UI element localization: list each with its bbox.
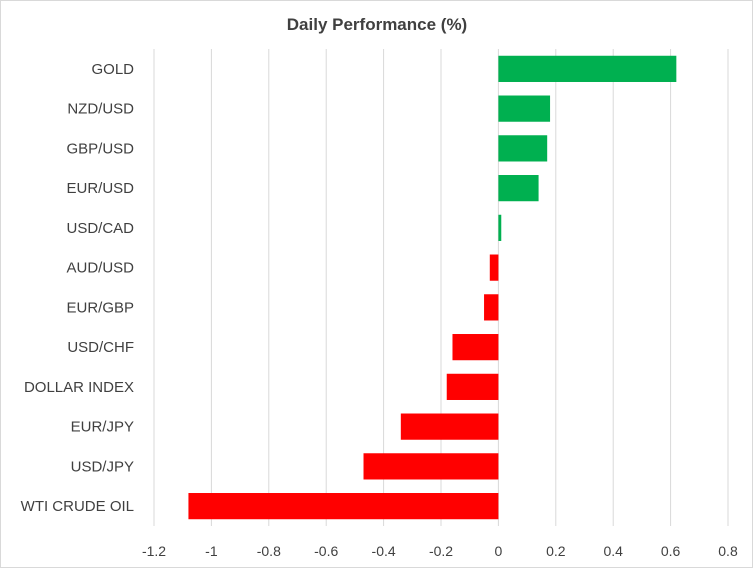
category-label: WTI CRUDE OIL xyxy=(21,498,134,515)
category-label: EUR/GBP xyxy=(66,299,134,316)
chart-title: Daily Performance (%) xyxy=(287,15,467,34)
x-tick-label: 0.4 xyxy=(603,543,623,559)
x-axis-tick-labels: -1.2 -1 -0.8 -0.6 -0.4 -0.2 0 0.2 0.4 0.6 0.8 xyxy=(142,543,738,559)
gridlines xyxy=(153,49,729,526)
x-tick-label: 0 xyxy=(495,543,503,559)
category-label: AUD/USD xyxy=(66,260,134,277)
x-tick-label: 0.2 xyxy=(546,543,566,559)
bar xyxy=(498,214,502,241)
category-label: GOLD xyxy=(91,61,134,78)
category-label: DOLLAR INDEX xyxy=(24,379,134,396)
bar xyxy=(498,135,548,162)
x-tick-label: -0.8 xyxy=(257,543,281,559)
bar xyxy=(188,493,499,520)
bar xyxy=(498,55,677,82)
category-label: EUR/JPY xyxy=(71,419,134,436)
bar xyxy=(498,95,551,122)
bar xyxy=(489,254,499,281)
x-tick-label: 0.6 xyxy=(661,543,681,559)
x-tick-label: -0.2 xyxy=(429,543,453,559)
category-labels: GOLD NZD/USD GBP/USD EUR/USD USD/CAD AUD/USD E… xyxy=(21,61,135,515)
category-label: USD/CAD xyxy=(66,220,134,237)
bar xyxy=(400,413,499,440)
category-label: USD/CHF xyxy=(67,339,134,356)
bar xyxy=(452,334,499,361)
bar xyxy=(446,373,499,400)
category-label: EUR/USD xyxy=(66,180,134,197)
x-tick-label: 0.8 xyxy=(718,543,738,559)
category-label: USD/JPY xyxy=(71,458,134,475)
x-tick-label: -1 xyxy=(205,543,218,559)
bars xyxy=(188,55,677,520)
bar xyxy=(363,453,499,480)
bar xyxy=(484,294,499,321)
category-label: GBP/USD xyxy=(66,140,134,157)
category-label: NZD/USD xyxy=(67,101,134,118)
bar xyxy=(498,175,539,202)
x-tick-label: -0.6 xyxy=(314,543,338,559)
x-tick-label: -1.2 xyxy=(142,543,166,559)
x-tick-label: -0.4 xyxy=(372,543,396,559)
